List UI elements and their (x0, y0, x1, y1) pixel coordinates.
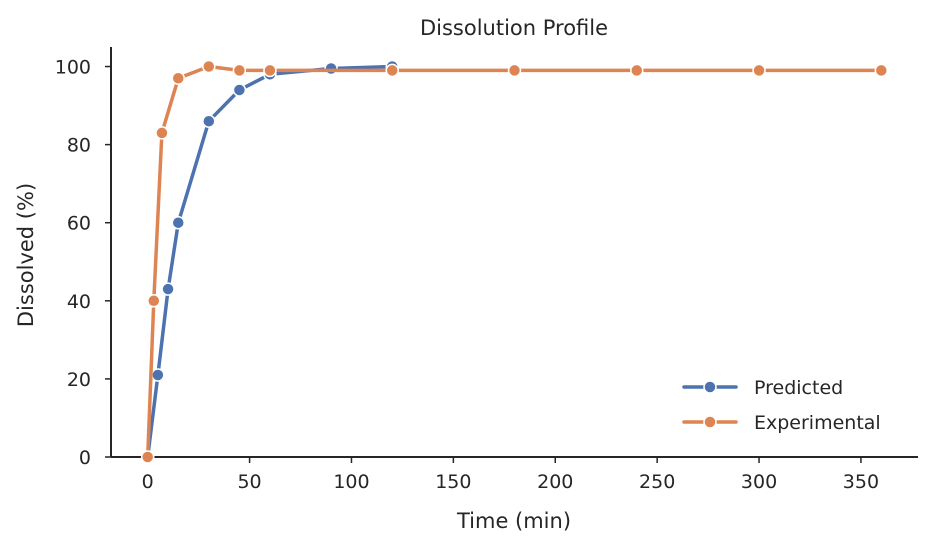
data-point (161, 282, 175, 296)
legend-marker (703, 380, 717, 394)
legend-item-predicted: Predicted (682, 377, 843, 399)
series-experimental (140, 59, 889, 464)
y-tick-label: 20 (67, 369, 91, 391)
y-ticks: 0 20 40 60 80 100 (55, 57, 111, 469)
legend-label: Predicted (754, 377, 843, 399)
y-tick-label: 100 (55, 57, 91, 79)
x-ticks: 0 50 100 150 200 250 300 350 (142, 457, 879, 493)
x-tick-label: 200 (537, 471, 573, 493)
data-point (155, 126, 169, 140)
data-point (202, 114, 216, 128)
data-point (151, 368, 165, 382)
series-predicted (140, 59, 399, 464)
y-tick-label: 80 (67, 135, 91, 157)
y-tick-label: 40 (67, 291, 91, 313)
data-point (232, 63, 247, 78)
x-tick-label: 50 (237, 471, 261, 493)
x-tick-label: 250 (639, 471, 675, 493)
data-point (263, 63, 277, 78)
legend: Predicted Experimental (682, 377, 881, 434)
chart-title: Dissolution Profile (420, 16, 608, 40)
data-point (324, 61, 338, 76)
axes (110, 47, 918, 458)
y-tick-label: 60 (67, 213, 91, 235)
data-point (874, 63, 889, 78)
data-point (171, 215, 185, 230)
legend-item-experimental: Experimental (682, 412, 881, 434)
x-tick-label: 0 (142, 471, 154, 493)
data-point (630, 63, 644, 78)
data-point (171, 71, 185, 85)
data-point (752, 63, 766, 78)
x-axis-title: Time (min) (456, 509, 571, 533)
y-tick-label: 0 (79, 447, 91, 469)
data-point (232, 83, 247, 97)
data-point (202, 59, 216, 74)
data-point (507, 63, 522, 78)
data-point (147, 294, 161, 308)
series-layer (140, 59, 889, 464)
legend-label: Experimental (754, 412, 881, 434)
series-line-experimental (145, 64, 884, 459)
x-tick-label: 300 (741, 471, 777, 493)
x-tick-label: 150 (435, 471, 471, 493)
x-tick-label: 350 (843, 471, 879, 493)
y-axis-title: Dissolved (%) (14, 183, 38, 327)
data-point (140, 450, 155, 464)
x-tick-label: 100 (333, 471, 369, 493)
series-line-predicted (145, 64, 394, 459)
data-point (385, 63, 399, 78)
legend-marker (703, 415, 717, 429)
